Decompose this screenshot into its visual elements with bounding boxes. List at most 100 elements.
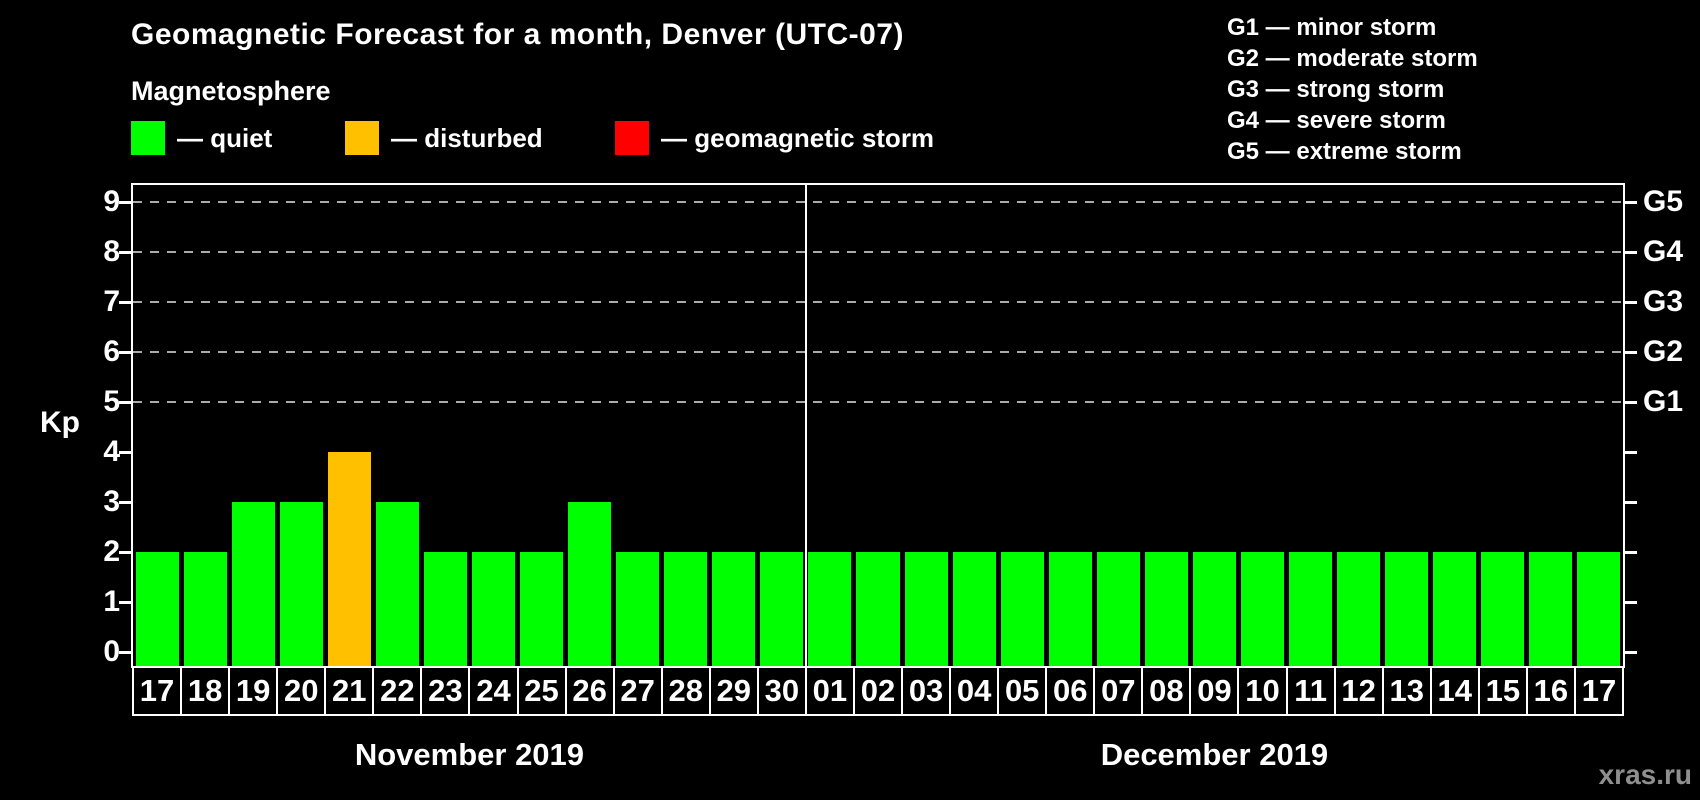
kp-bar: [135, 552, 179, 666]
right-tick-mark: [1625, 651, 1637, 654]
y-axis-title: Kp: [40, 406, 80, 439]
kp-bar: [327, 452, 371, 666]
day-cell: 22: [372, 666, 423, 716]
chart-title: Geomagnetic Forecast for a month, Denver…: [131, 18, 904, 51]
kp-bar: [1096, 552, 1140, 666]
kp-bar: [423, 552, 467, 666]
day-cell: 12: [1333, 666, 1384, 716]
kp-bar: [1192, 552, 1236, 666]
quiet-swatch: [131, 121, 165, 155]
y-tick-label: 8: [103, 235, 120, 268]
day-cell: 17: [1573, 666, 1624, 716]
kp-bar: [1433, 552, 1477, 666]
kp-bar: [568, 502, 612, 666]
right-tick-mark: [1625, 451, 1637, 454]
day-cell: 30: [756, 666, 807, 716]
day-cell: 27: [612, 666, 663, 716]
kp-bar: [952, 552, 996, 666]
kp-bar: [1240, 552, 1285, 666]
g-axis-label-g2: G2: [1643, 335, 1684, 368]
kp-bar: [520, 552, 564, 666]
disturbed-swatch: [345, 121, 379, 155]
g-legend-line: G5 — extreme storm: [1227, 138, 1462, 165]
day-cell: 26: [564, 666, 615, 716]
legend-item-quiet: — quiet: [131, 120, 272, 156]
day-cell: 13: [1381, 666, 1432, 716]
y-tick-mark: [119, 651, 131, 654]
gridline-kp6: [133, 351, 1623, 353]
month-separator-line: [804, 185, 807, 666]
day-cell: 25: [516, 666, 567, 716]
watermark: xras.ru: [1598, 759, 1692, 790]
day-cell: 19: [228, 666, 279, 716]
kp-bar: [183, 552, 227, 666]
legend-item-disturbed: — disturbed: [345, 120, 543, 156]
day-cell: 17: [132, 666, 183, 716]
legend-label-disturbed: — disturbed: [391, 122, 543, 153]
magnetosphere-label: Magnetosphere: [131, 76, 331, 106]
y-tick-mark: [119, 601, 131, 604]
kp-bar: [1385, 552, 1429, 666]
kp-bar: [856, 552, 900, 666]
y-tick-label: 3: [103, 485, 120, 518]
gridline-kp8: [133, 251, 1623, 253]
y-tick-mark: [119, 551, 131, 554]
day-cell: 06: [1045, 666, 1096, 716]
day-cell: 09: [1189, 666, 1240, 716]
right-tick-mark: [1625, 601, 1637, 604]
kp-bar: [1577, 552, 1621, 666]
kp-bar: [1048, 552, 1092, 666]
y-tick-label: 7: [103, 285, 120, 318]
kp-bar: [664, 552, 708, 666]
right-tick-mark: [1625, 401, 1637, 404]
day-cell: 24: [468, 666, 519, 716]
y-tick-mark: [119, 501, 131, 504]
day-cell: 11: [1285, 666, 1336, 716]
day-cell: 21: [324, 666, 375, 716]
y-tick-label: 5: [103, 385, 120, 418]
kp-bar: [231, 502, 275, 666]
g-axis-label-g1: G1: [1643, 385, 1684, 418]
day-cell: 04: [949, 666, 1000, 716]
kp-bar: [1000, 552, 1044, 666]
y-tick-label: 1: [103, 585, 120, 618]
y-tick-mark: [119, 401, 131, 404]
kp-bar: [471, 552, 515, 666]
right-tick-mark: [1625, 351, 1637, 354]
month-label: November 2019: [354, 737, 585, 772]
g-legend-line: G1 — minor storm: [1227, 14, 1437, 41]
kp-bar: [808, 552, 852, 666]
y-tick-label: 0: [103, 635, 120, 668]
day-cell: 03: [901, 666, 952, 716]
day-cell: 15: [1477, 666, 1528, 716]
gridline-kp9: [133, 201, 1623, 203]
day-cell: 23: [420, 666, 471, 716]
day-cell: 18: [180, 666, 231, 716]
legend-label-quiet: — quiet: [177, 122, 273, 153]
kp-bar: [616, 552, 660, 666]
kp-bar: [279, 502, 323, 666]
day-cell: 28: [660, 666, 711, 716]
gridline-kp5: [133, 401, 1623, 403]
y-tick-label: 9: [103, 185, 120, 218]
right-tick-mark: [1625, 301, 1637, 304]
y-tick-mark: [119, 451, 131, 454]
day-cell: 10: [1237, 666, 1288, 716]
day-cell: 05: [997, 666, 1048, 716]
kp-bar: [1144, 552, 1188, 666]
y-tick-label: 6: [103, 335, 120, 368]
legend-item-storm: — geomagnetic storm: [615, 120, 934, 156]
day-cell: 02: [852, 666, 904, 716]
month-label: December 2019: [1100, 737, 1329, 772]
kp-bar: [712, 552, 756, 666]
kp-bar: [1289, 552, 1333, 666]
y-tick-label: 2: [103, 535, 120, 568]
right-tick-mark: [1625, 501, 1637, 504]
y-tick-label: 4: [103, 435, 120, 468]
day-cell: 29: [708, 666, 759, 716]
chart-plot-area: [131, 183, 1625, 668]
y-tick-mark: [119, 301, 131, 304]
y-tick-mark: [119, 351, 131, 354]
right-tick-mark: [1625, 251, 1637, 254]
